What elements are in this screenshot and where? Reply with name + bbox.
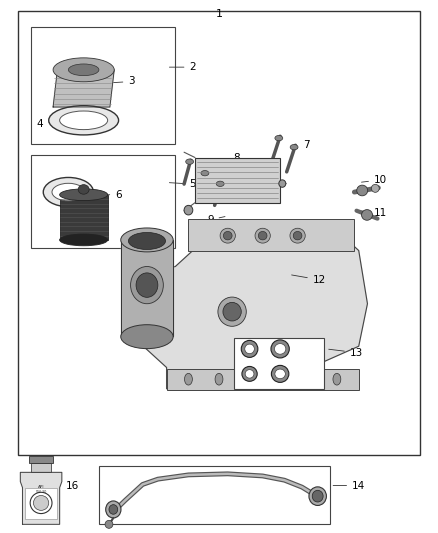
Bar	[25, 488, 57, 519]
Ellipse shape	[312, 490, 323, 502]
Text: 8: 8	[233, 152, 245, 163]
Ellipse shape	[290, 228, 305, 243]
Ellipse shape	[275, 135, 283, 141]
Text: 16: 16	[54, 481, 79, 490]
Text: 7: 7	[228, 169, 240, 181]
Ellipse shape	[136, 273, 158, 297]
Text: 9: 9	[272, 183, 286, 193]
Ellipse shape	[361, 209, 372, 220]
Ellipse shape	[60, 189, 108, 200]
Ellipse shape	[245, 344, 254, 354]
Text: 12: 12	[292, 275, 326, 285]
Ellipse shape	[60, 111, 108, 130]
Ellipse shape	[309, 487, 326, 505]
Ellipse shape	[109, 505, 118, 514]
Ellipse shape	[106, 501, 121, 518]
Text: 3: 3	[108, 77, 135, 86]
Text: 1: 1	[215, 9, 223, 19]
Ellipse shape	[242, 367, 257, 381]
Text: 15: 15	[142, 500, 156, 511]
Ellipse shape	[216, 181, 224, 187]
Polygon shape	[121, 240, 173, 336]
Bar	[31, 27, 175, 144]
Ellipse shape	[223, 231, 232, 240]
Text: 7: 7	[296, 140, 310, 150]
Ellipse shape	[276, 373, 284, 385]
Bar	[60, 195, 108, 240]
Ellipse shape	[223, 302, 241, 321]
Ellipse shape	[184, 205, 193, 215]
Ellipse shape	[43, 177, 93, 207]
Ellipse shape	[128, 232, 166, 249]
Ellipse shape	[52, 183, 85, 201]
Polygon shape	[132, 224, 367, 389]
Ellipse shape	[255, 228, 270, 243]
Ellipse shape	[357, 185, 367, 196]
Polygon shape	[53, 70, 114, 107]
Text: 14: 14	[333, 481, 365, 490]
Text: 10: 10	[361, 175, 387, 185]
Ellipse shape	[78, 184, 89, 194]
Ellipse shape	[275, 369, 286, 378]
Text: 6: 6	[95, 190, 122, 200]
Ellipse shape	[245, 369, 254, 378]
Ellipse shape	[241, 341, 258, 358]
Text: 2: 2	[170, 62, 196, 72]
Ellipse shape	[271, 340, 289, 358]
Ellipse shape	[201, 171, 209, 176]
Text: 9: 9	[207, 215, 225, 225]
Text: API: API	[38, 485, 44, 489]
Ellipse shape	[121, 228, 173, 252]
Bar	[31, 155, 175, 248]
Bar	[99, 466, 330, 524]
Ellipse shape	[53, 58, 114, 82]
Ellipse shape	[218, 297, 246, 326]
Ellipse shape	[49, 106, 119, 135]
Text: 4: 4	[37, 119, 64, 129]
Ellipse shape	[68, 64, 99, 76]
Ellipse shape	[105, 520, 113, 528]
Bar	[29, 456, 53, 463]
Ellipse shape	[184, 373, 192, 385]
Bar	[234, 338, 324, 389]
Text: 5W-30: 5W-30	[35, 490, 47, 495]
Ellipse shape	[220, 228, 235, 243]
Ellipse shape	[186, 159, 194, 164]
Ellipse shape	[293, 231, 302, 240]
Polygon shape	[20, 472, 62, 524]
Ellipse shape	[60, 234, 108, 246]
Bar	[195, 158, 280, 203]
Ellipse shape	[258, 231, 267, 240]
Ellipse shape	[121, 325, 173, 349]
Ellipse shape	[333, 373, 341, 385]
Bar	[31, 463, 51, 472]
Ellipse shape	[215, 373, 223, 385]
Ellipse shape	[131, 266, 163, 304]
Text: 5: 5	[170, 179, 196, 189]
Text: 11: 11	[361, 208, 387, 219]
Ellipse shape	[371, 184, 379, 192]
Bar	[188, 219, 354, 251]
Bar	[166, 368, 359, 390]
Text: 13: 13	[329, 348, 363, 358]
Ellipse shape	[272, 366, 289, 382]
Ellipse shape	[30, 492, 52, 514]
Ellipse shape	[33, 496, 49, 511]
Ellipse shape	[275, 344, 286, 354]
Ellipse shape	[279, 180, 286, 187]
Bar	[18, 11, 420, 455]
Ellipse shape	[290, 144, 298, 150]
